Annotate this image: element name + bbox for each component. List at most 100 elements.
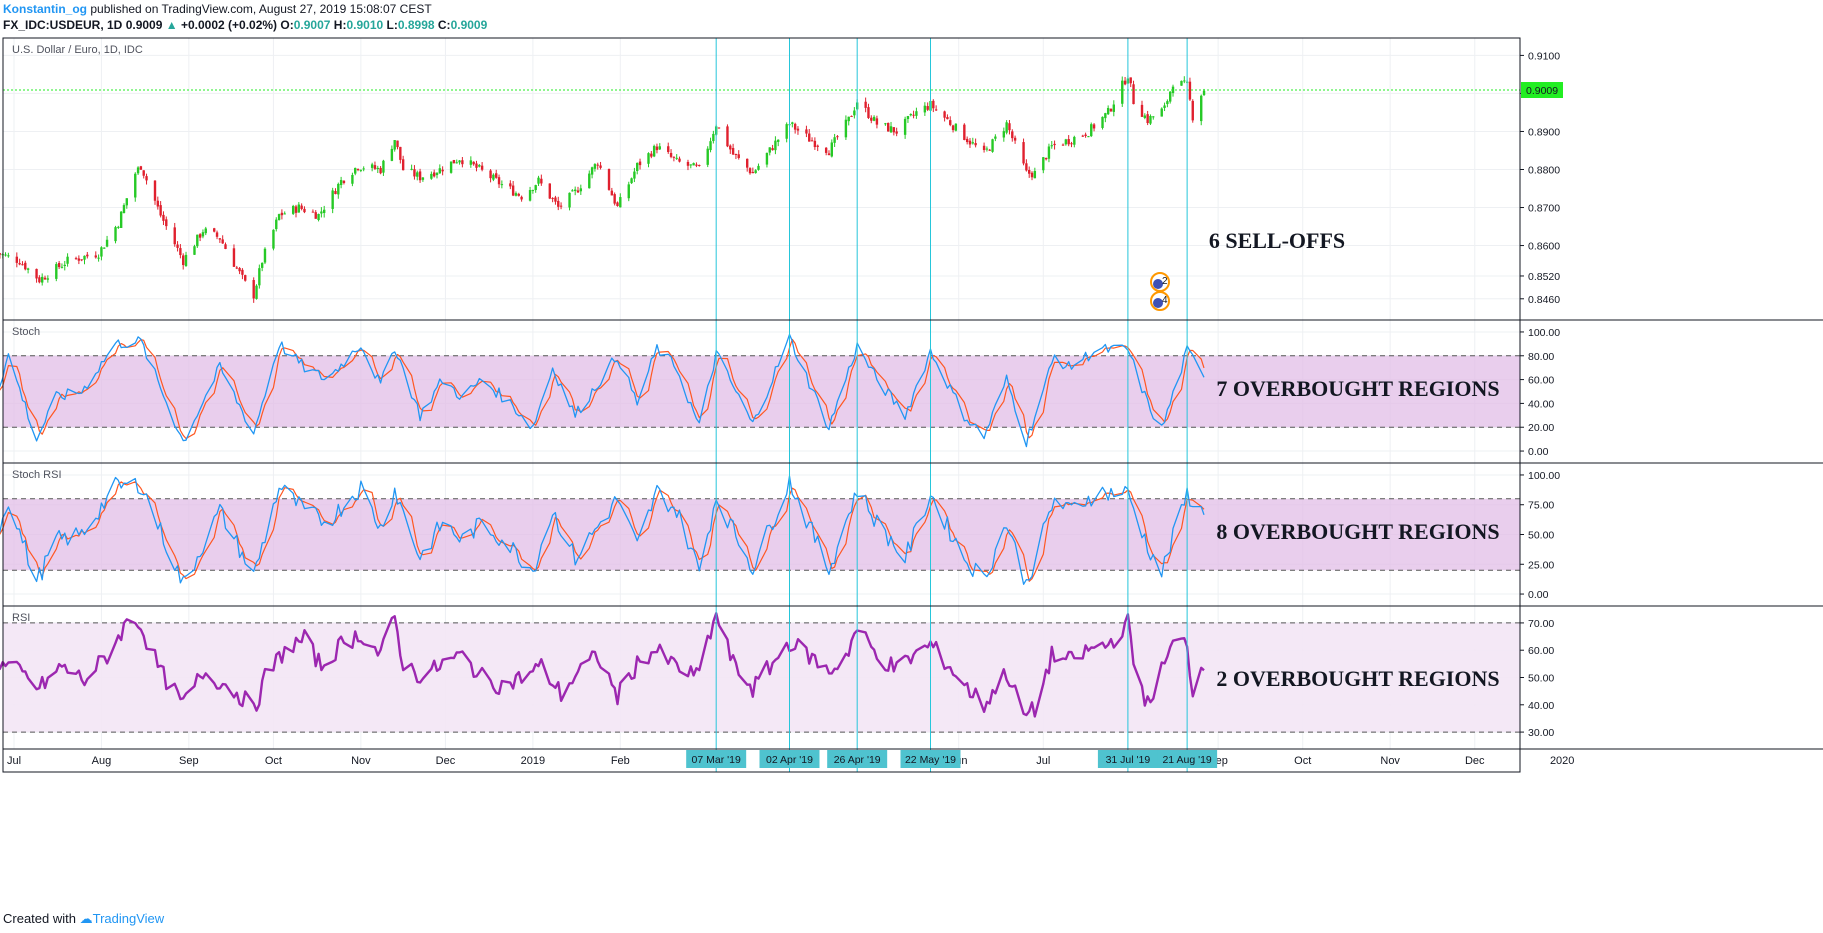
candle — [667, 146, 670, 152]
candle — [339, 179, 343, 186]
last-price-tag — [1521, 82, 1563, 99]
candle — [435, 173, 439, 176]
candle — [77, 258, 81, 261]
candle — [244, 275, 247, 281]
y-tick-label: 50.00 — [1528, 673, 1554, 685]
candle — [717, 127, 721, 129]
date-tag — [1157, 750, 1218, 768]
candle — [469, 160, 473, 165]
stoch-rsi-annotation: 8 OVERBOUGHT REGIONS — [1216, 519, 1499, 544]
candle — [379, 167, 382, 174]
candle — [57, 263, 61, 268]
candle — [1022, 142, 1025, 164]
candle — [452, 159, 456, 164]
candle — [500, 184, 504, 186]
candle — [7, 255, 10, 257]
chart-frame — [2, 37, 1521, 773]
tradingview-link[interactable]: TradingView — [92, 911, 165, 926]
candle — [650, 153, 653, 157]
axes: 0.91000.90000.89000.88000.87000.86000.85… — [7, 50, 1574, 768]
x-tick-label: Sep — [179, 755, 199, 767]
candle — [117, 226, 120, 228]
candle — [636, 162, 639, 171]
overbought-band — [3, 355, 1520, 428]
candle — [853, 110, 856, 116]
candle — [672, 156, 676, 158]
candle — [915, 111, 918, 116]
date-tag — [900, 750, 961, 768]
candle — [551, 198, 554, 200]
earnings-badge-count: 4 — [1162, 295, 1168, 306]
candle — [1042, 157, 1045, 171]
candle — [201, 232, 205, 237]
close-value: 0.9009 — [450, 18, 488, 32]
candle — [475, 163, 478, 168]
candle — [182, 255, 185, 266]
candle — [1033, 170, 1037, 179]
x-tick-label: Aug — [92, 755, 112, 767]
candle — [968, 140, 972, 145]
candle — [218, 238, 222, 240]
candle — [607, 169, 611, 190]
candle — [963, 124, 966, 140]
candle — [678, 158, 681, 162]
candle — [850, 115, 853, 117]
x-tick-label: Nov — [351, 755, 371, 767]
candle — [390, 148, 394, 161]
candle — [103, 247, 106, 249]
candle — [765, 152, 769, 165]
candle — [573, 189, 577, 191]
candle — [793, 123, 797, 130]
candle — [1002, 131, 1006, 138]
date-tag — [827, 750, 888, 768]
candle — [438, 168, 442, 174]
candle — [478, 165, 481, 167]
y-tick-label: 100.00 — [1528, 470, 1560, 482]
candle — [323, 209, 326, 214]
up-arrow-icon: ▲ — [165, 18, 178, 32]
candle — [351, 174, 354, 184]
author-link[interactable]: Konstantin_og — [3, 2, 87, 16]
candle — [870, 117, 873, 121]
candle — [810, 140, 814, 142]
candle — [808, 133, 811, 142]
chart-canvas[interactable]: U.S. Dollar / Euro, 1D, IDC Stoch Stoch RS… — [0, 36, 1823, 902]
candle — [21, 264, 24, 266]
candle — [731, 147, 735, 155]
candle — [105, 239, 109, 247]
candle — [461, 160, 464, 165]
x-tick-label: Oct — [265, 755, 282, 767]
candle — [300, 205, 303, 209]
candle — [985, 148, 989, 150]
candle — [833, 137, 836, 143]
candle — [297, 204, 301, 213]
candle — [627, 184, 630, 199]
pane-frames — [2, 37, 1823, 773]
candle — [393, 140, 396, 150]
candle — [136, 167, 140, 174]
y-tick-label: 60.00 — [1528, 645, 1554, 657]
candle — [974, 143, 977, 146]
candle — [480, 165, 484, 170]
candle — [517, 193, 520, 196]
candle — [119, 211, 123, 228]
candle — [1101, 116, 1104, 128]
y-tick-label: 75.00 — [1528, 500, 1554, 512]
candle — [441, 169, 444, 172]
candle — [303, 208, 306, 213]
candle — [548, 183, 551, 199]
x-tick-label: Nov — [1380, 755, 1400, 767]
candle — [399, 146, 402, 160]
candle — [994, 136, 997, 139]
candle — [232, 248, 236, 267]
tradingview-logo-icon[interactable]: ☁ — [79, 911, 93, 926]
candle — [867, 107, 870, 118]
stoch-d-line — [0, 338, 1205, 440]
date-tag — [1097, 750, 1158, 768]
candle — [1143, 115, 1147, 118]
candle — [489, 170, 492, 179]
candle — [1070, 143, 1073, 145]
publish-header: Konstantin_og published on TradingView.c… — [3, 1, 432, 17]
candle — [734, 153, 738, 155]
candle — [1191, 100, 1194, 121]
